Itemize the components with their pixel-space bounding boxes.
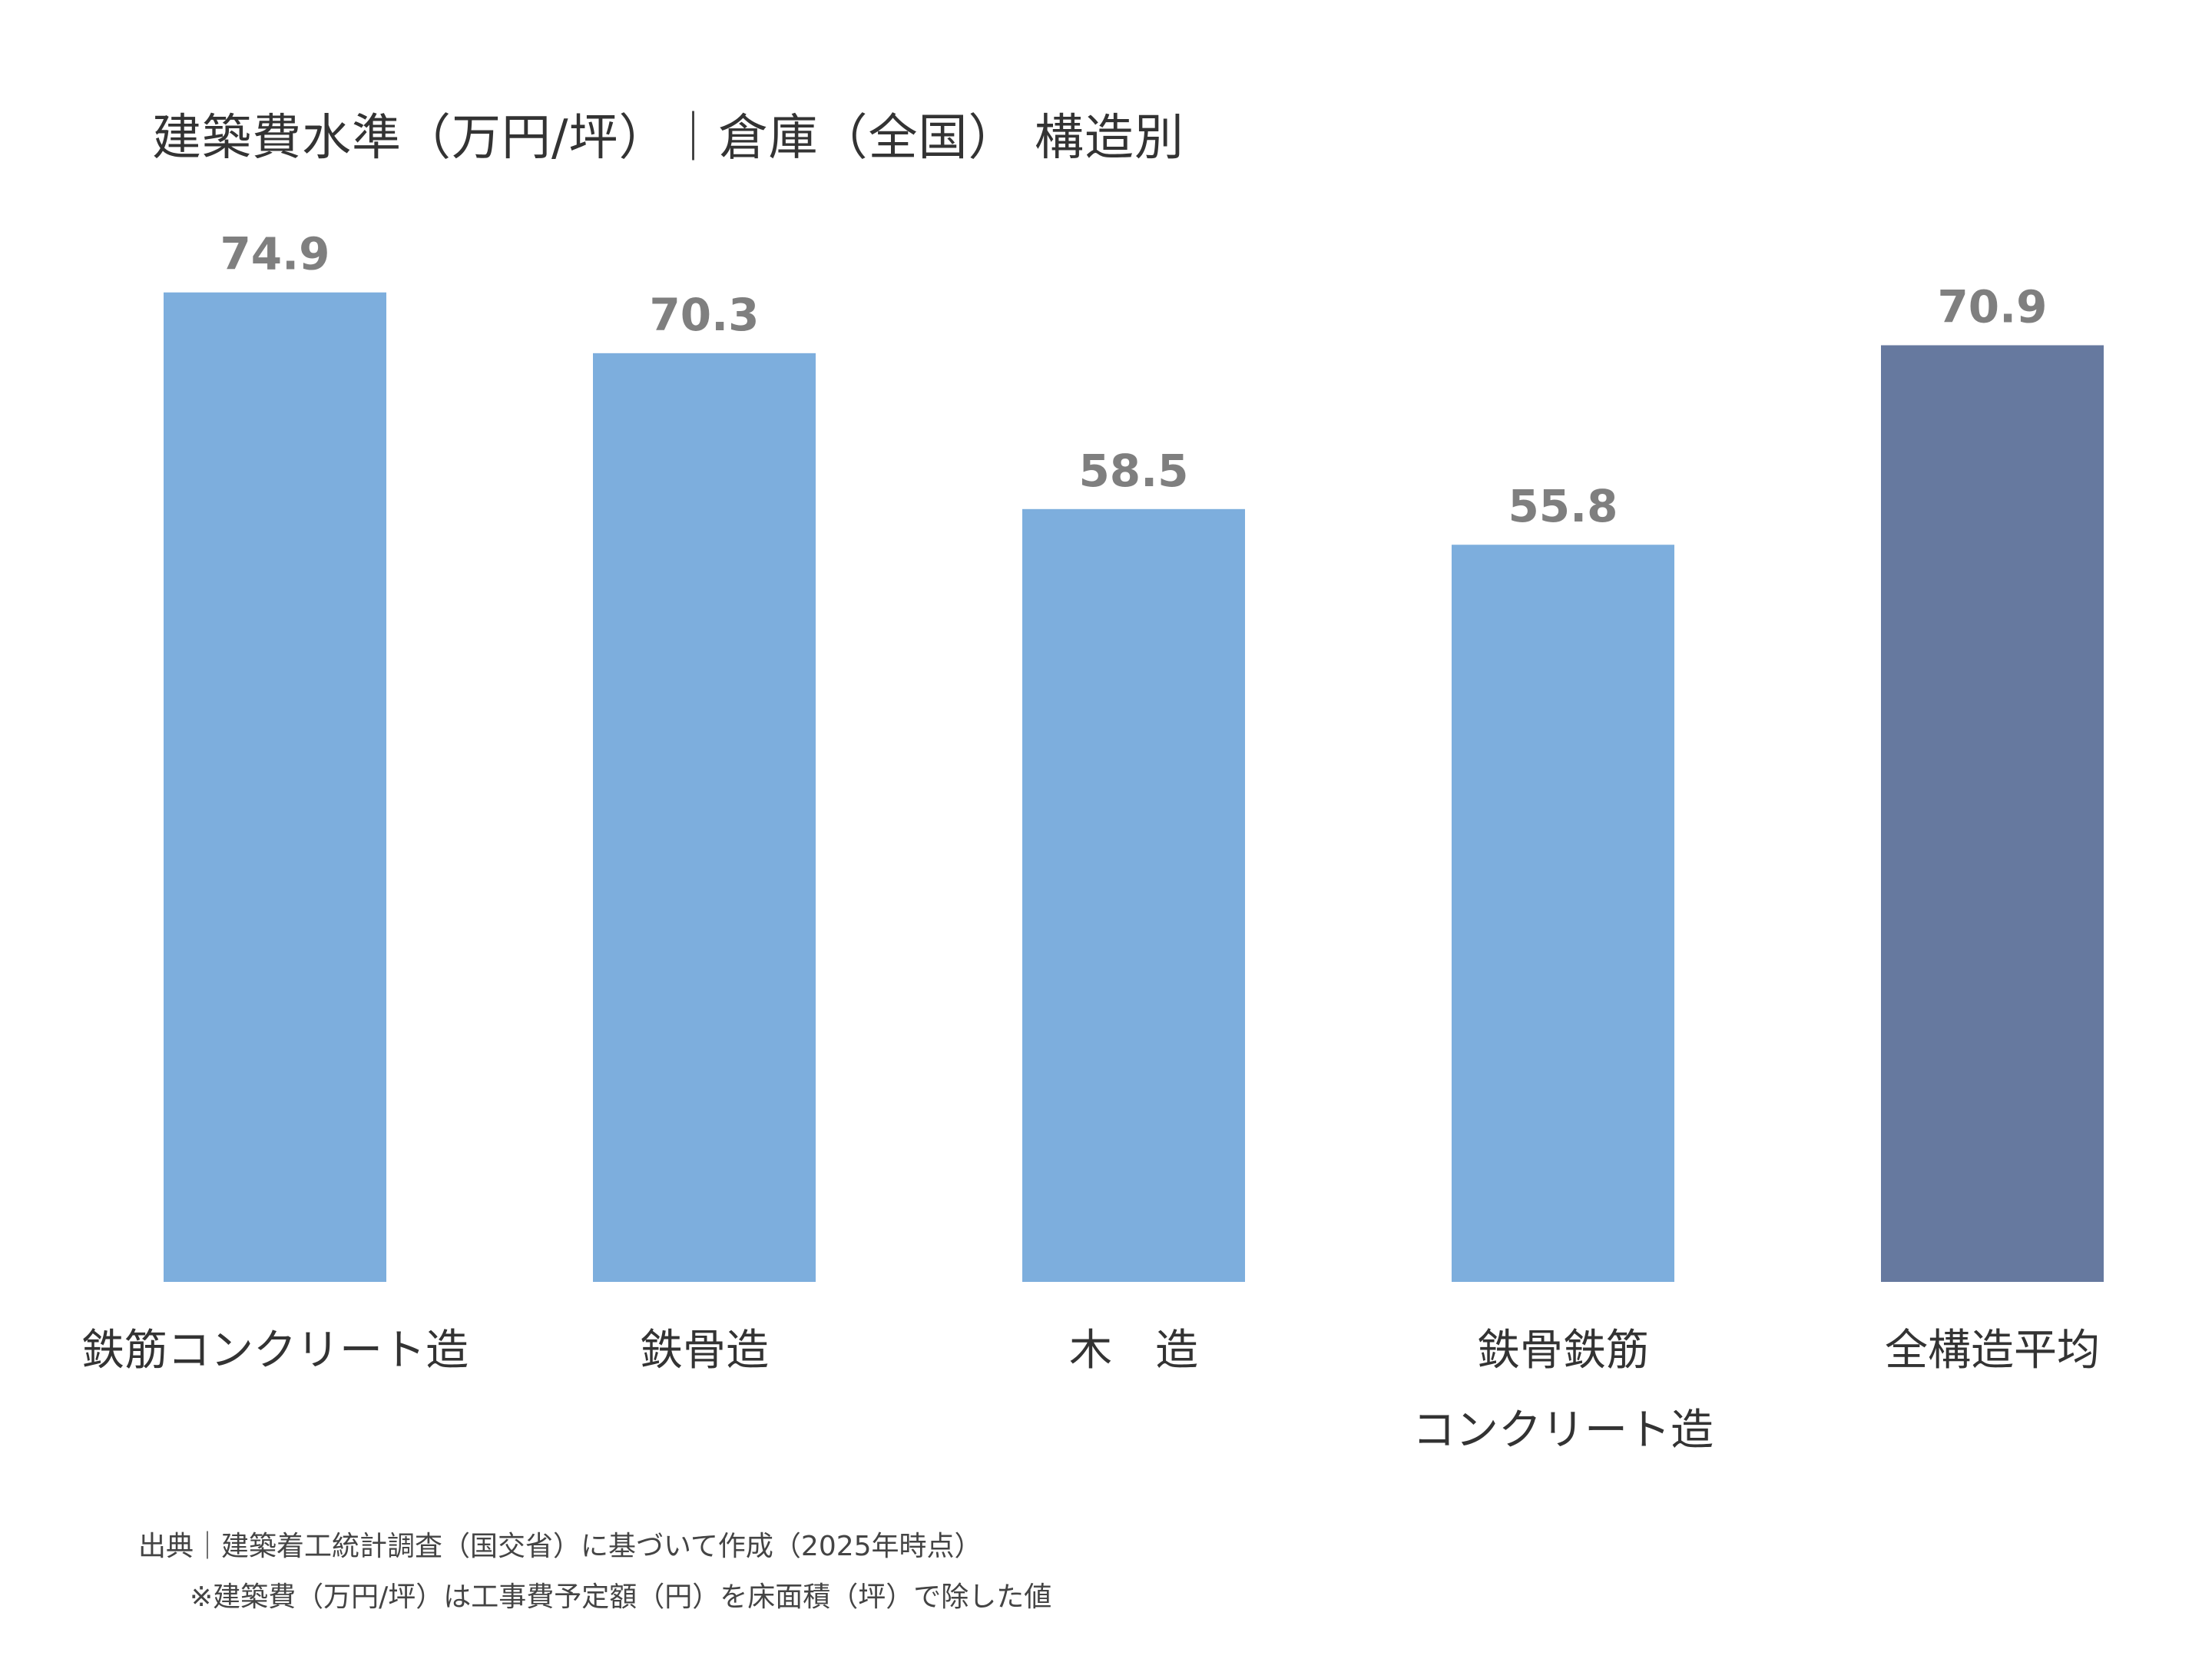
bar xyxy=(593,353,816,1283)
category-label: 木 造 xyxy=(1069,1326,1198,1376)
data-label: 58.5 xyxy=(1078,445,1188,497)
bar xyxy=(1881,345,2104,1282)
chart-title: 建築費水準（万円/坪）｜倉庫（全国） 構造別 xyxy=(152,110,1184,167)
data-label: 70.3 xyxy=(649,289,759,341)
category-label: 鉄骨造 xyxy=(640,1326,769,1376)
bar xyxy=(1452,545,1674,1282)
bar xyxy=(164,292,386,1283)
source-note: 出典｜建築着工統計調査（国交省）に基づいて作成（2025年時点） xyxy=(138,1531,982,1562)
category-label: コンクリート造 xyxy=(1412,1406,1714,1455)
category-label: 全構造平均 xyxy=(1885,1326,2100,1376)
calculation-note: ※建築費（万円/坪）は工事費予定額（円）を床面積（坪）で除した値 xyxy=(190,1581,1052,1613)
bar xyxy=(1022,508,1245,1282)
data-label: 70.9 xyxy=(1937,281,2047,333)
data-label: 74.9 xyxy=(220,228,329,280)
category-label: 鉄骨鉄筋 xyxy=(1477,1326,1649,1376)
category-label: 鉄筋コンクリート造 xyxy=(81,1326,469,1376)
data-label: 55.8 xyxy=(1508,480,1618,532)
